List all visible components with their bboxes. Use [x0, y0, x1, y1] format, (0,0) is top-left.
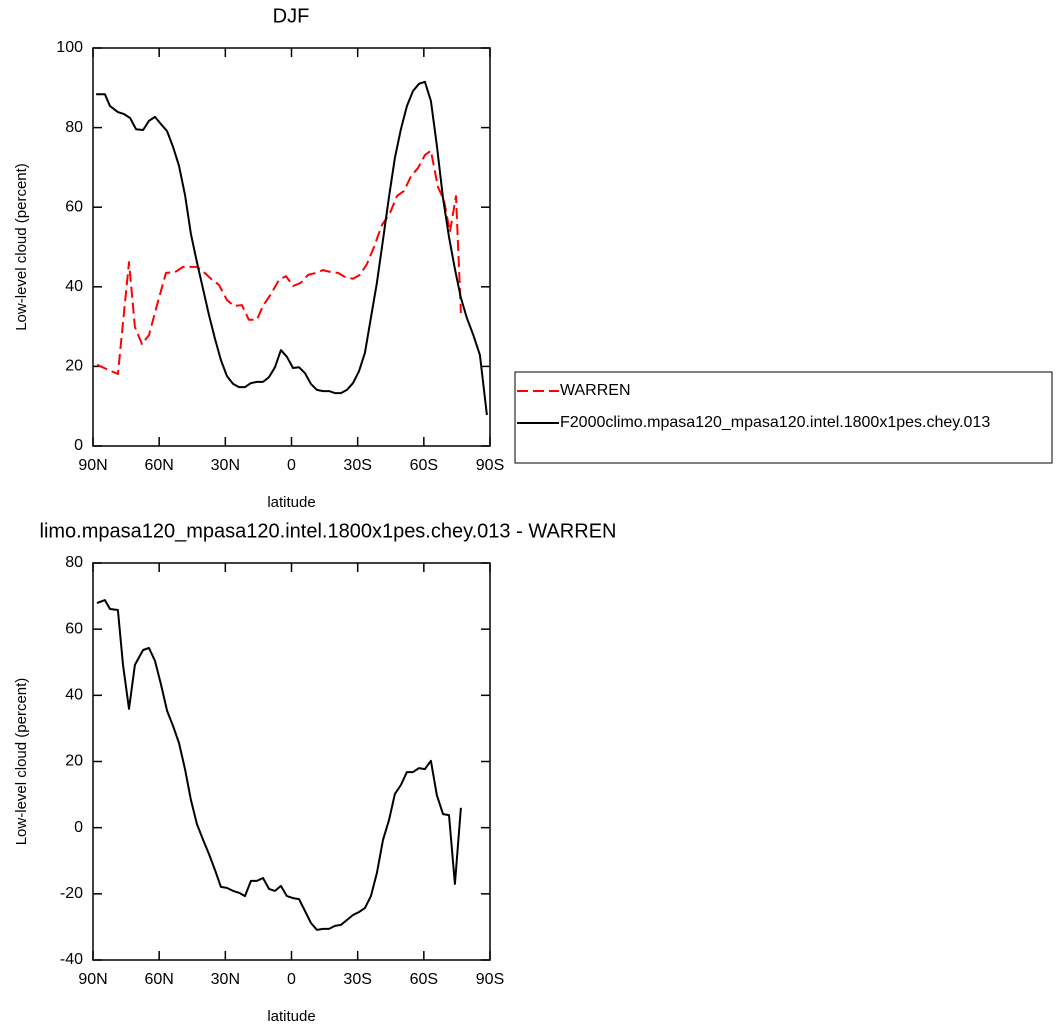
y-tick-label: 40 [65, 278, 83, 295]
y-tick-label: 20 [65, 358, 83, 375]
y-tick-label: -20 [60, 885, 83, 902]
x-tick-label: 90S [476, 457, 504, 474]
data-line [96, 80, 488, 416]
x-tick-label: 60N [144, 457, 173, 474]
y-tick-label: 40 [65, 687, 83, 704]
data-line [96, 149, 462, 375]
y-tick-label: 20 [65, 753, 83, 770]
data-line [96, 599, 462, 931]
x-tick-label: 90N [78, 971, 107, 988]
y-tick-label: 0 [74, 437, 83, 454]
x-tick-label: 0 [287, 457, 296, 474]
y-tick-label: -40 [60, 951, 83, 968]
y-tick-label: 60 [65, 198, 83, 215]
legend-label: F2000climo.mpasa120_mpasa120.intel.1800x… [560, 414, 990, 431]
y-tick-label: 60 [65, 620, 83, 637]
chart-title: limo.mpasa120_mpasa120.intel.1800x1pes.c… [40, 520, 617, 542]
x-tick-label: 30N [211, 971, 240, 988]
legend-label: WARREN [560, 382, 631, 399]
plot-frame [92, 47, 491, 447]
legend-box [514, 371, 1053, 464]
y-tick-label: 0 [74, 819, 83, 836]
x-tick-label: 30S [343, 457, 371, 474]
x-tick-label: 90S [476, 971, 504, 988]
y-axis-label: Low-level cloud (percent) [13, 678, 30, 846]
y-tick-label: 80 [65, 554, 83, 571]
x-tick-label: 0 [287, 971, 296, 988]
x-axis-label: latitude [267, 494, 315, 511]
chart-title: DJF [273, 5, 310, 27]
x-tick-label: 90N [78, 457, 107, 474]
y-axis-label: Low-level cloud (percent) [13, 163, 30, 331]
y-tick-label: 100 [56, 39, 83, 56]
x-tick-label: 30S [343, 971, 371, 988]
x-axis-label: latitude [267, 1008, 315, 1025]
x-tick-label: 60S [410, 457, 438, 474]
x-tick-label: 30N [211, 457, 240, 474]
y-tick-label: 80 [65, 119, 83, 136]
x-tick-label: 60N [144, 971, 173, 988]
x-tick-label: 60S [410, 971, 438, 988]
